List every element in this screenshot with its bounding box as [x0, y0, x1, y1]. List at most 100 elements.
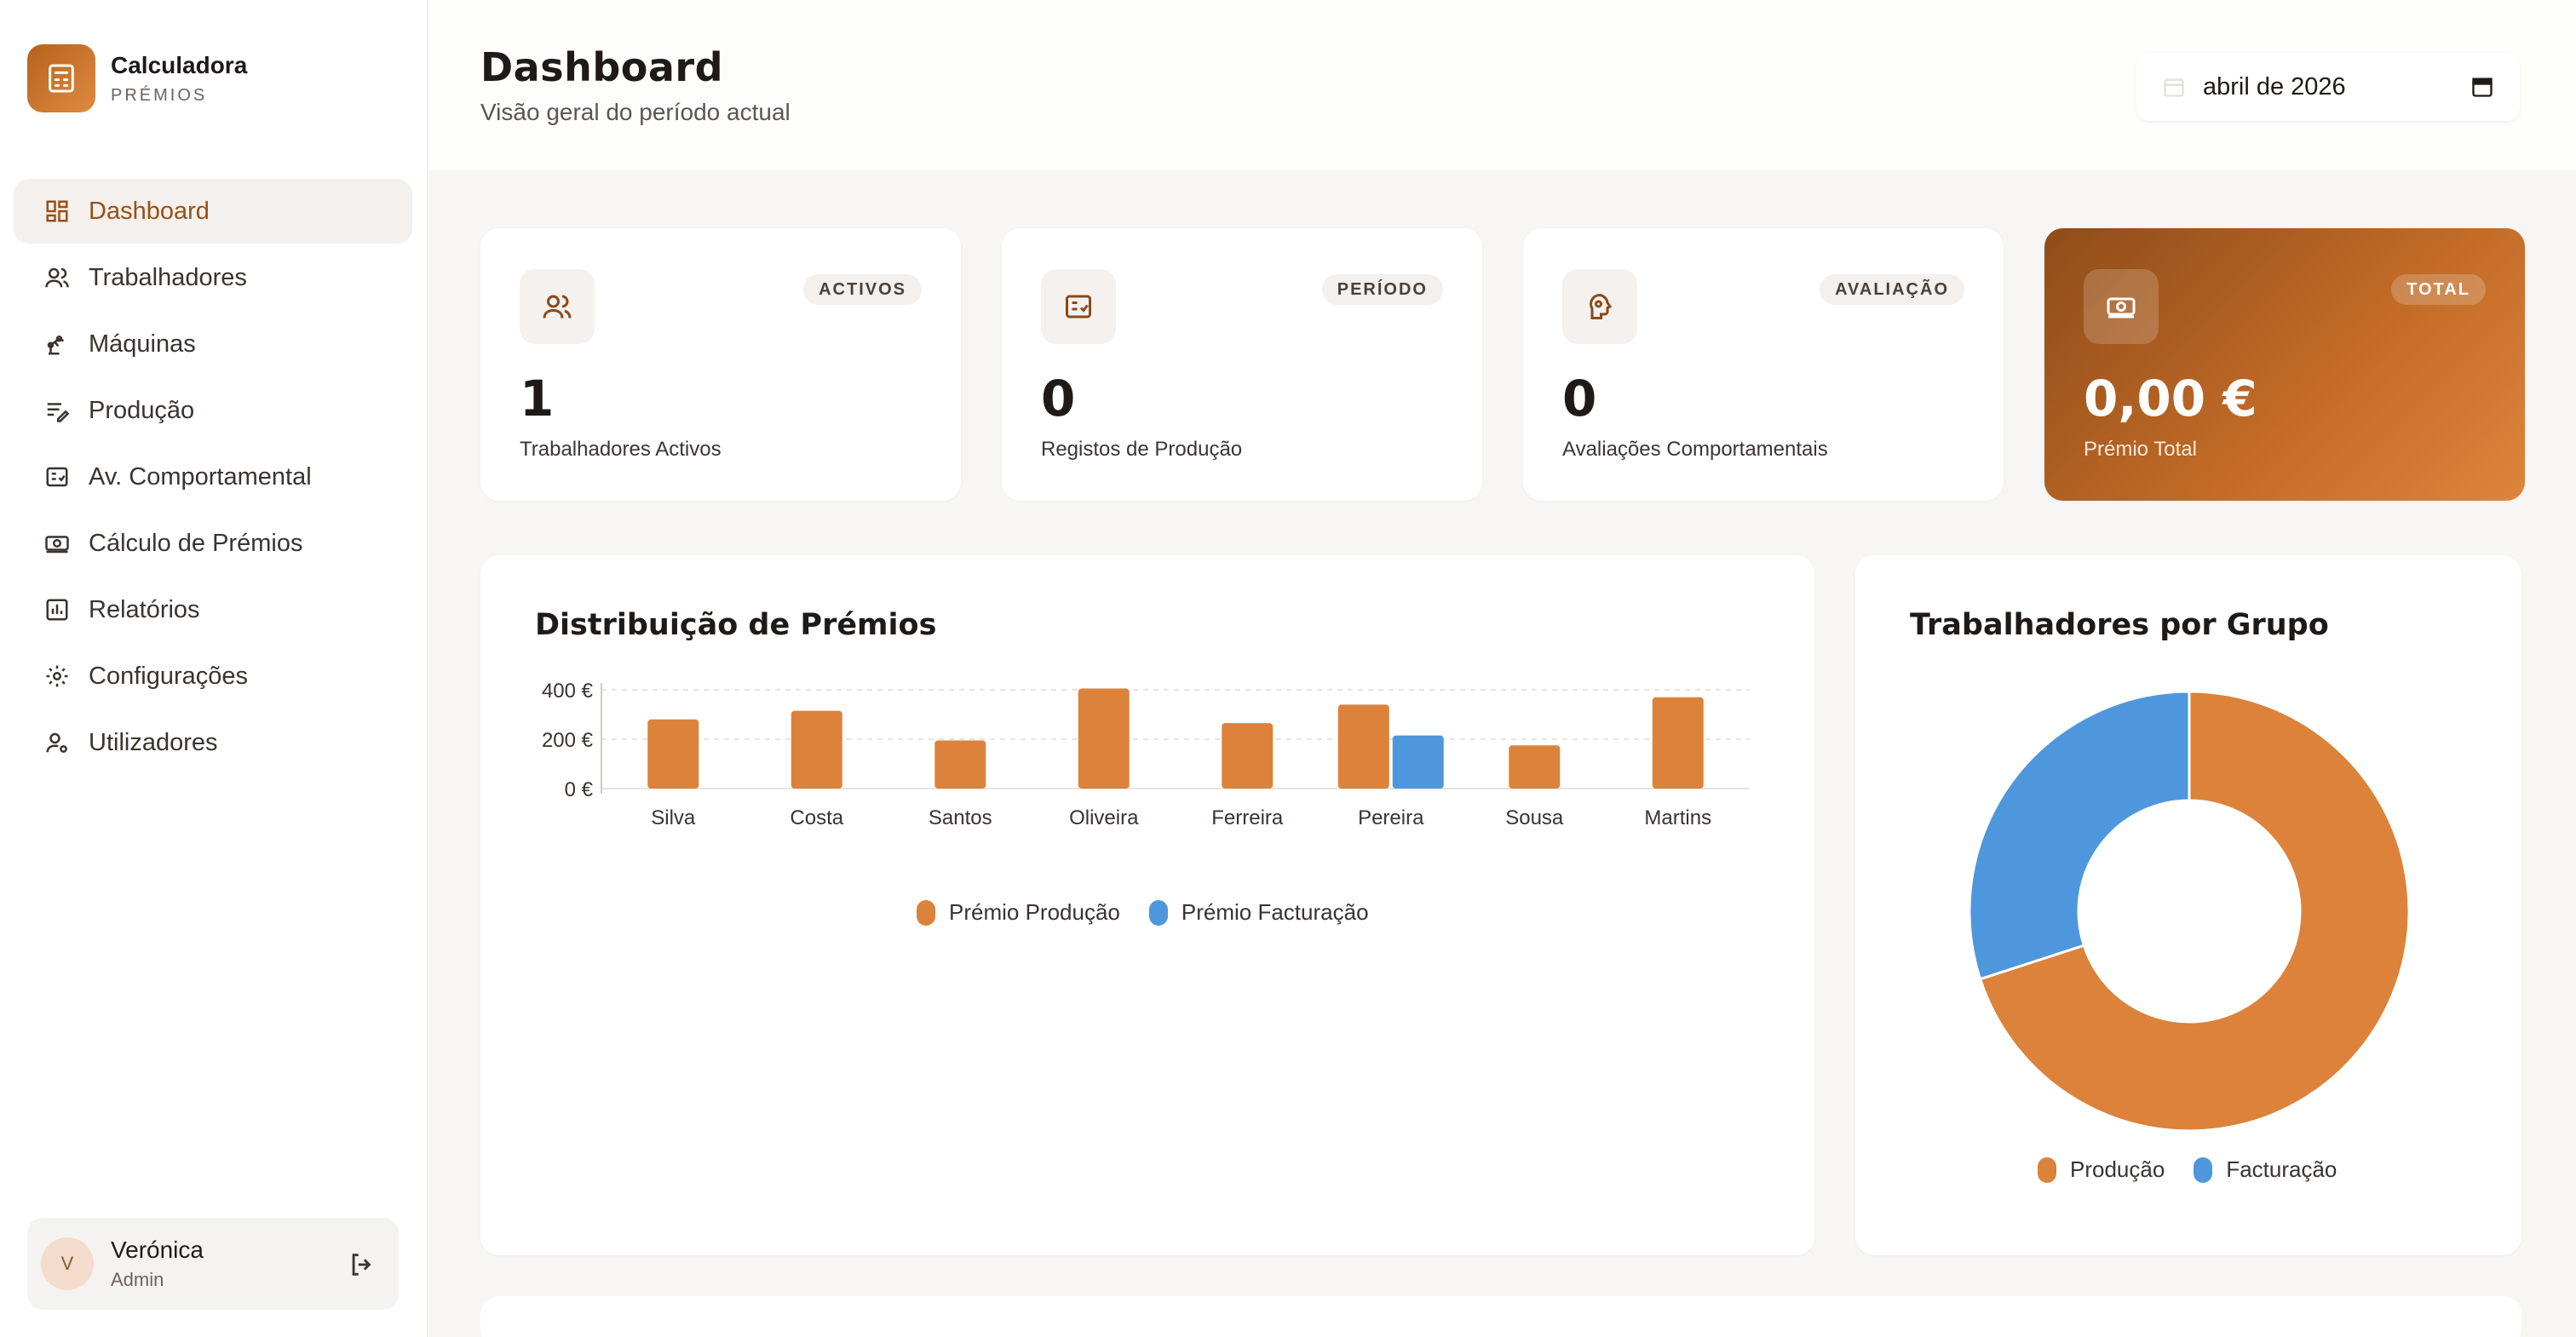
- x-tick-label: Ferreira: [1211, 806, 1284, 829]
- legend-item[interactable]: Produção: [2038, 1156, 2165, 1183]
- brand-subtitle: PRÉMIOS: [111, 85, 208, 105]
- stat-value: 0: [1041, 370, 1076, 427]
- sidebar-item-label: Produção: [89, 396, 195, 424]
- sidebar-item-label: Configurações: [89, 662, 248, 690]
- stat-value: 0: [1562, 370, 1597, 427]
- sidebar-item-producao[interactable]: Produção: [14, 378, 412, 443]
- brain-icon: [1562, 269, 1637, 344]
- donut-chart-panel: Trabalhadores por Grupo Produção Factura…: [1855, 555, 2521, 1255]
- bar-chart-legend: Prémio Produção Prémio Facturação: [917, 899, 1398, 926]
- bar: [1078, 688, 1130, 789]
- x-tick-label: Silva: [651, 806, 696, 829]
- x-tick-label: Oliveira: [1069, 806, 1139, 829]
- month-value: abril de 2026: [2203, 72, 2346, 100]
- sidebar-item-label: Av. Comportamental: [89, 462, 312, 491]
- avatar: V: [41, 1237, 94, 1290]
- legend-swatch: [2194, 1156, 2213, 1183]
- content: ACTIVOS 1 Trabalhadores Activos PERÍODO …: [428, 170, 2576, 1337]
- sidebar-item-trabalhadores[interactable]: Trabalhadores: [14, 245, 412, 310]
- sidebar-item-label: Máquinas: [89, 330, 196, 358]
- chart-icon: [43, 595, 72, 624]
- page-subtitle: Visão geral do período actual: [480, 99, 791, 125]
- bar: [934, 740, 986, 789]
- user-role: Admin: [111, 1269, 164, 1290]
- logout-icon[interactable]: [348, 1250, 377, 1279]
- donut-slice: [1968, 690, 2191, 981]
- money-icon: [43, 529, 72, 558]
- legend-item[interactable]: Facturação: [2194, 1156, 2337, 1183]
- y-tick-label: 400 €: [542, 683, 594, 703]
- bar: [1509, 745, 1561, 789]
- stat-badge: TOTAL: [2391, 274, 2486, 305]
- main: Dashboard Visão geral do período actual …: [428, 0, 2576, 1337]
- x-tick-label: Martins: [1644, 806, 1711, 829]
- stat-card-activos: ACTIVOS 1 Trabalhadores Activos: [480, 228, 961, 501]
- legend-label: Facturação: [2226, 1156, 2337, 1182]
- bar-chart: 400 € 200 € 0 € Silva Costa Santos Oliveira Fer…: [542, 683, 1750, 829]
- brand: Calculadora PRÉMIOS: [27, 44, 247, 112]
- stat-card-avaliacao: AVALIAÇÃO 0 Avaliações Comportamentais: [1523, 228, 2004, 501]
- legend-item[interactable]: Prémio Facturação: [1148, 899, 1369, 926]
- production-icon: [43, 396, 72, 425]
- bottom-panel: [480, 1296, 2521, 1337]
- legend-label: Produção: [2070, 1156, 2165, 1182]
- sidebar-item-maquinas[interactable]: Máquinas: [14, 312, 412, 376]
- stat-value: 0,00 €: [2084, 370, 2257, 427]
- user-settings-icon: [43, 728, 72, 757]
- stat-card-periodo: PERÍODO 0 Registos de Produção: [1002, 228, 1482, 501]
- donut-slice: [1978, 690, 2411, 1133]
- legend-swatch: [1148, 899, 1168, 926]
- sidebar-item-calculo-premios[interactable]: Cálculo de Prémios: [14, 511, 412, 576]
- legend-label: Prémio Facturação: [1181, 899, 1369, 925]
- stat-value: 1: [520, 370, 555, 427]
- sidebar-item-av-comportamental[interactable]: Av. Comportamental: [14, 445, 412, 509]
- sidebar-item-label: Trabalhadores: [89, 263, 247, 291]
- stat-label: Trabalhadores Activos: [520, 438, 722, 461]
- gear-icon: [43, 662, 72, 691]
- machine-icon: [43, 330, 72, 359]
- sidebar-item-label: Dashboard: [89, 197, 210, 225]
- donut-chart: [1968, 690, 2411, 1133]
- calendar-icon: [2162, 75, 2186, 99]
- bar: [1337, 704, 1389, 789]
- stat-label: Avaliações Comportamentais: [1562, 438, 1828, 461]
- x-tick-label: Sousa: [1505, 806, 1564, 829]
- stat-badge: PERÍODO: [1321, 274, 1443, 305]
- evaluation-icon: [43, 462, 72, 491]
- month-picker[interactable]: abril de 2026: [2136, 53, 2520, 121]
- user-name: Verónica: [111, 1237, 204, 1263]
- sidebar-item-dashboard[interactable]: Dashboard: [14, 179, 412, 244]
- sidebar-item-label: Relatórios: [89, 595, 200, 623]
- legend-swatch: [917, 899, 935, 926]
- y-tick-label: 200 €: [542, 729, 594, 752]
- stat-card-total: TOTAL 0,00 € Prémio Total: [2044, 228, 2525, 501]
- sidebar-item-relatorios[interactable]: Relatórios: [14, 577, 412, 642]
- x-tick-label: Costa: [790, 806, 843, 829]
- stat-badge: ACTIVOS: [803, 274, 922, 305]
- bar-chart-title: Distribuição de Prémios: [535, 608, 937, 642]
- sidebar-item-label: Cálculo de Prémios: [89, 529, 303, 557]
- bar: [1222, 723, 1274, 789]
- page-title: Dashboard: [480, 44, 724, 90]
- sidebar-item-utilizadores[interactable]: Utilizadores: [14, 710, 412, 775]
- donut-chart-title: Trabalhadores por Grupo: [1910, 608, 2329, 642]
- x-tick-label: Santos: [929, 806, 992, 829]
- bar: [1652, 697, 1704, 789]
- bar: [1392, 735, 1444, 789]
- brand-title: Calculadora: [111, 51, 248, 78]
- user-card: V Verónica Admin: [27, 1218, 399, 1310]
- users-icon: [520, 269, 595, 344]
- legend-item[interactable]: Prémio Produção: [917, 899, 1120, 926]
- sidebar-item-configuracoes[interactable]: Configurações: [14, 644, 412, 709]
- sidebar-nav: Dashboard Trabalhadores Máquinas Produçã…: [14, 179, 412, 777]
- stat-label: Registos de Produção: [1041, 438, 1243, 461]
- dashboard-icon: [43, 197, 72, 226]
- calendar-button-icon[interactable]: [2470, 75, 2494, 99]
- x-tick-label: Pereira: [1358, 806, 1424, 829]
- calculator-icon: [27, 44, 95, 112]
- bar: [791, 710, 842, 789]
- stat-label: Prémio Total: [2084, 438, 2197, 461]
- checklist-icon: [1041, 269, 1116, 344]
- topbar: Dashboard Visão geral do período actual …: [428, 0, 2576, 170]
